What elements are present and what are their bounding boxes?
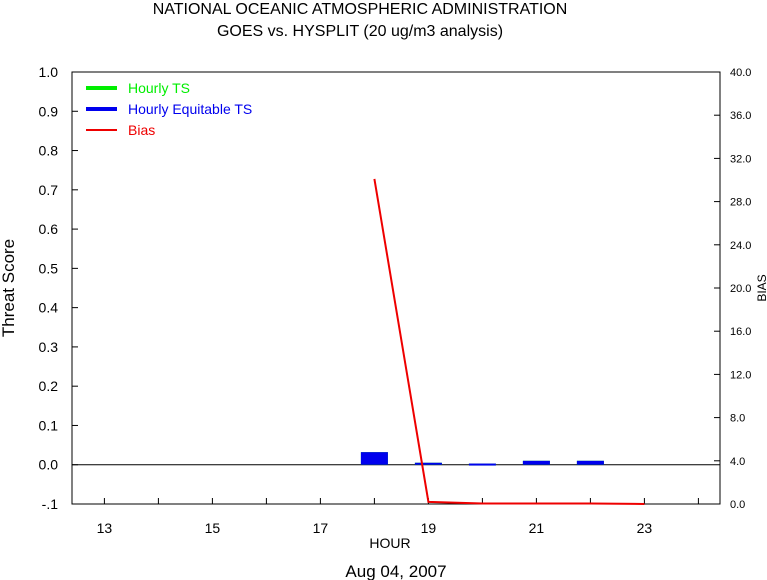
y2-tick-label: 36.0 bbox=[730, 110, 751, 122]
x-tick-label: 17 bbox=[313, 520, 329, 536]
ts-bars bbox=[360, 452, 604, 466]
y2-tick-label: 28.0 bbox=[730, 197, 751, 209]
y2-tick-label: 16.0 bbox=[730, 326, 751, 338]
y-tick-label: 0.2 bbox=[39, 378, 59, 394]
x-axis-label: HOUR bbox=[369, 535, 410, 551]
x-tick-label: 21 bbox=[529, 520, 545, 536]
date-label: Aug 04, 2007 bbox=[345, 562, 446, 580]
bar bbox=[414, 462, 442, 465]
y-tick-label: 0.7 bbox=[39, 182, 59, 198]
y-tick-label: 1.0 bbox=[39, 64, 59, 80]
plot-frame bbox=[71, 71, 721, 505]
bias-line bbox=[373, 178, 645, 505]
legend: Hourly TS Hourly Equitable TS Bias bbox=[86, 80, 252, 138]
x-axis: 13 15 17 19 21 23 bbox=[97, 498, 699, 536]
y2-tick-label: 24.0 bbox=[730, 240, 751, 252]
y-tick-label: 0.0 bbox=[39, 457, 59, 473]
y2-tick-label: 20.0 bbox=[730, 283, 751, 295]
y-tick-label: 0.1 bbox=[39, 417, 59, 433]
y2-tick-label: 0.0 bbox=[730, 499, 745, 511]
legend-label: Bias bbox=[128, 122, 155, 138]
legend-label: Hourly TS bbox=[128, 80, 190, 96]
y-tick-label: 0.8 bbox=[39, 143, 59, 159]
chart-title: NATIONAL OCEANIC ATMOSPHERIC ADMINISTRAT… bbox=[153, 1, 568, 18]
chart-subtitle: GOES vs. HYSPLIT (20 ug/m3 analysis) bbox=[217, 23, 503, 40]
x-tick-label: 15 bbox=[205, 520, 221, 536]
legend-label: Hourly Equitable TS bbox=[128, 101, 252, 117]
y2-tick-label: 4.0 bbox=[730, 456, 745, 468]
y-tick-label: 0.6 bbox=[39, 221, 59, 237]
y-tick-label: 0.3 bbox=[39, 339, 59, 355]
y-tick-label: -.1 bbox=[42, 496, 59, 512]
y-tick-label: 0.4 bbox=[39, 300, 59, 316]
y2-tick-label: 8.0 bbox=[730, 413, 745, 425]
bar bbox=[360, 452, 388, 465]
y-axis-label: Threat Score bbox=[0, 239, 18, 337]
y-tick-label: 0.9 bbox=[39, 103, 59, 119]
bar bbox=[522, 460, 550, 465]
y2-tick-label: 40.0 bbox=[730, 67, 751, 79]
y-axis-left: 1.0 0.9 0.8 0.7 0.6 0.5 0.4 0.3 0.2 0.1 0.0 -.1 bbox=[39, 64, 78, 512]
bar bbox=[576, 460, 604, 465]
y2-tick-label: 32.0 bbox=[730, 153, 751, 165]
x-tick-label: 23 bbox=[637, 520, 653, 536]
y-axis-right: 40.0 36.0 32.0 28.0 24.0 20.0 16.0 12.0 8.0 4.0 0.… bbox=[714, 67, 751, 511]
x-tick-label: 19 bbox=[421, 520, 437, 536]
bar bbox=[468, 463, 496, 466]
x-tick-label: 13 bbox=[97, 520, 113, 536]
y-tick-label: 0.5 bbox=[39, 260, 59, 276]
y2-tick-label: 12.0 bbox=[730, 369, 751, 381]
y2-axis-label: BIAS bbox=[755, 274, 767, 301]
